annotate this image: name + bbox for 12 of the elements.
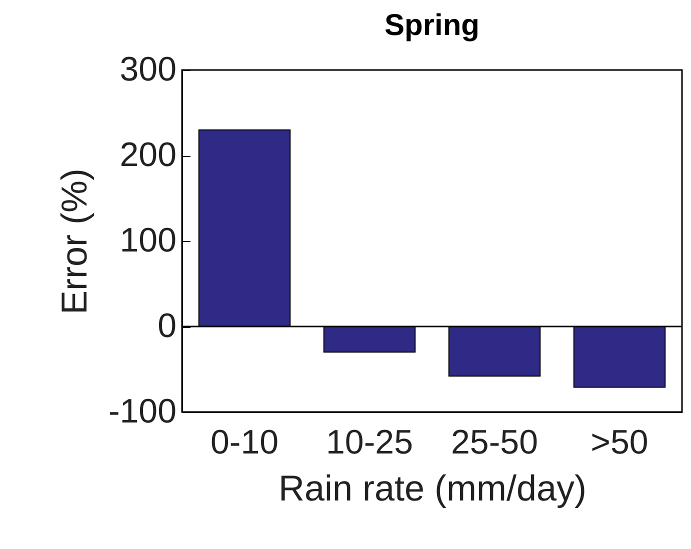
- y-tick-label: 200: [120, 136, 176, 174]
- y-tick-label: -100: [108, 392, 176, 430]
- y-tick-label: 300: [120, 50, 176, 88]
- y-axis-title: Error (%): [53, 168, 94, 314]
- x-tick-label: >50: [590, 424, 648, 462]
- x-tick-label: 25-50: [451, 424, 538, 462]
- y-tick-label: 0: [158, 307, 176, 345]
- x-tick-label: 0-10: [210, 424, 279, 462]
- x-tick-label: 10-25: [326, 424, 413, 462]
- chart-title: Spring: [384, 9, 480, 42]
- x-axis-title: Rain rate (mm/day): [278, 468, 587, 508]
- y-tick-label: 100: [120, 222, 176, 260]
